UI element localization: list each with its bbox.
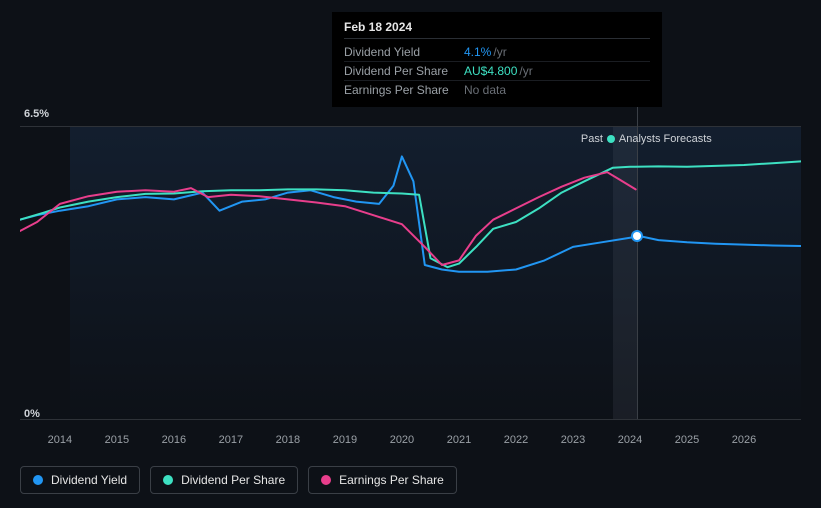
x-tick: 2023 xyxy=(561,434,585,446)
tooltip-row-nodata: No data xyxy=(464,83,506,97)
tooltip-row: Dividend Per ShareAU$4.800 /yr xyxy=(344,62,650,81)
x-tick: 2015 xyxy=(105,434,129,446)
x-tick: 2020 xyxy=(390,434,414,446)
x-tick: 2016 xyxy=(162,434,186,446)
tooltip-row-label: Earnings Per Share xyxy=(344,83,464,97)
legend-item-label: Dividend Yield xyxy=(51,473,127,487)
legend-item-label: Earnings Per Share xyxy=(339,473,444,487)
legend: Dividend Yield Dividend Per Share Earnings… xyxy=(20,466,457,494)
x-tick: 2014 xyxy=(48,434,72,446)
legend-item-dividend_yield[interactable]: Dividend Yield xyxy=(20,466,140,494)
x-tick: 2017 xyxy=(219,434,243,446)
tooltip-date: Feb 18 2024 xyxy=(344,20,650,39)
x-tick: 2026 xyxy=(732,434,756,446)
x-tick: 2018 xyxy=(276,434,300,446)
forecast-shade xyxy=(613,127,638,419)
x-tick: 2022 xyxy=(504,434,528,446)
forecast-split-labels: Past Analysts Forecasts xyxy=(581,133,712,145)
series-marker-dividend_yield xyxy=(633,232,641,240)
tooltip-row-label: Dividend Yield xyxy=(344,45,464,59)
legend-dot-icon xyxy=(321,475,331,485)
legend-dot-icon xyxy=(33,475,43,485)
tooltip-row-suffix: /yr xyxy=(519,64,532,78)
chart-area: 6.5% 0% Past Analysts Forecasts xyxy=(20,110,801,426)
legend-item-earnings_per_share[interactable]: Earnings Per Share xyxy=(308,466,457,494)
y-axis-top-label: 6.5% xyxy=(24,108,49,120)
split-dot-icon xyxy=(607,135,615,143)
tooltip-row-value: 4.1% xyxy=(464,45,491,59)
legend-item-label: Dividend Per Share xyxy=(181,473,285,487)
x-tick: 2024 xyxy=(618,434,642,446)
x-tick: 2019 xyxy=(333,434,357,446)
legend-dot-icon xyxy=(163,475,173,485)
x-tick: 2021 xyxy=(447,434,471,446)
past-label: Past xyxy=(581,133,603,145)
tooltip-row-value: AU$4.800 xyxy=(464,64,517,78)
forecast-label: Analysts Forecasts xyxy=(619,133,712,145)
x-axis: 2014 2015 2016 2017 2018 2019 2020 2021 2022 2023… xyxy=(20,434,801,448)
tooltip-row: Earnings Per ShareNo data xyxy=(344,81,650,99)
plot-region[interactable]: Past Analysts Forecasts xyxy=(20,126,801,420)
chart-tooltip: Feb 18 2024 Dividend Yield4.1% /yrDivide… xyxy=(332,12,662,107)
area-fill xyxy=(70,127,801,419)
tooltip-row: Dividend Yield4.1% /yr xyxy=(344,43,650,62)
legend-item-dividend_per_share[interactable]: Dividend Per Share xyxy=(150,466,298,494)
tooltip-row-label: Dividend Per Share xyxy=(344,64,464,78)
tooltip-rows: Dividend Yield4.1% /yrDividend Per Share… xyxy=(344,43,650,99)
x-tick: 2025 xyxy=(675,434,699,446)
tooltip-row-suffix: /yr xyxy=(493,45,506,59)
